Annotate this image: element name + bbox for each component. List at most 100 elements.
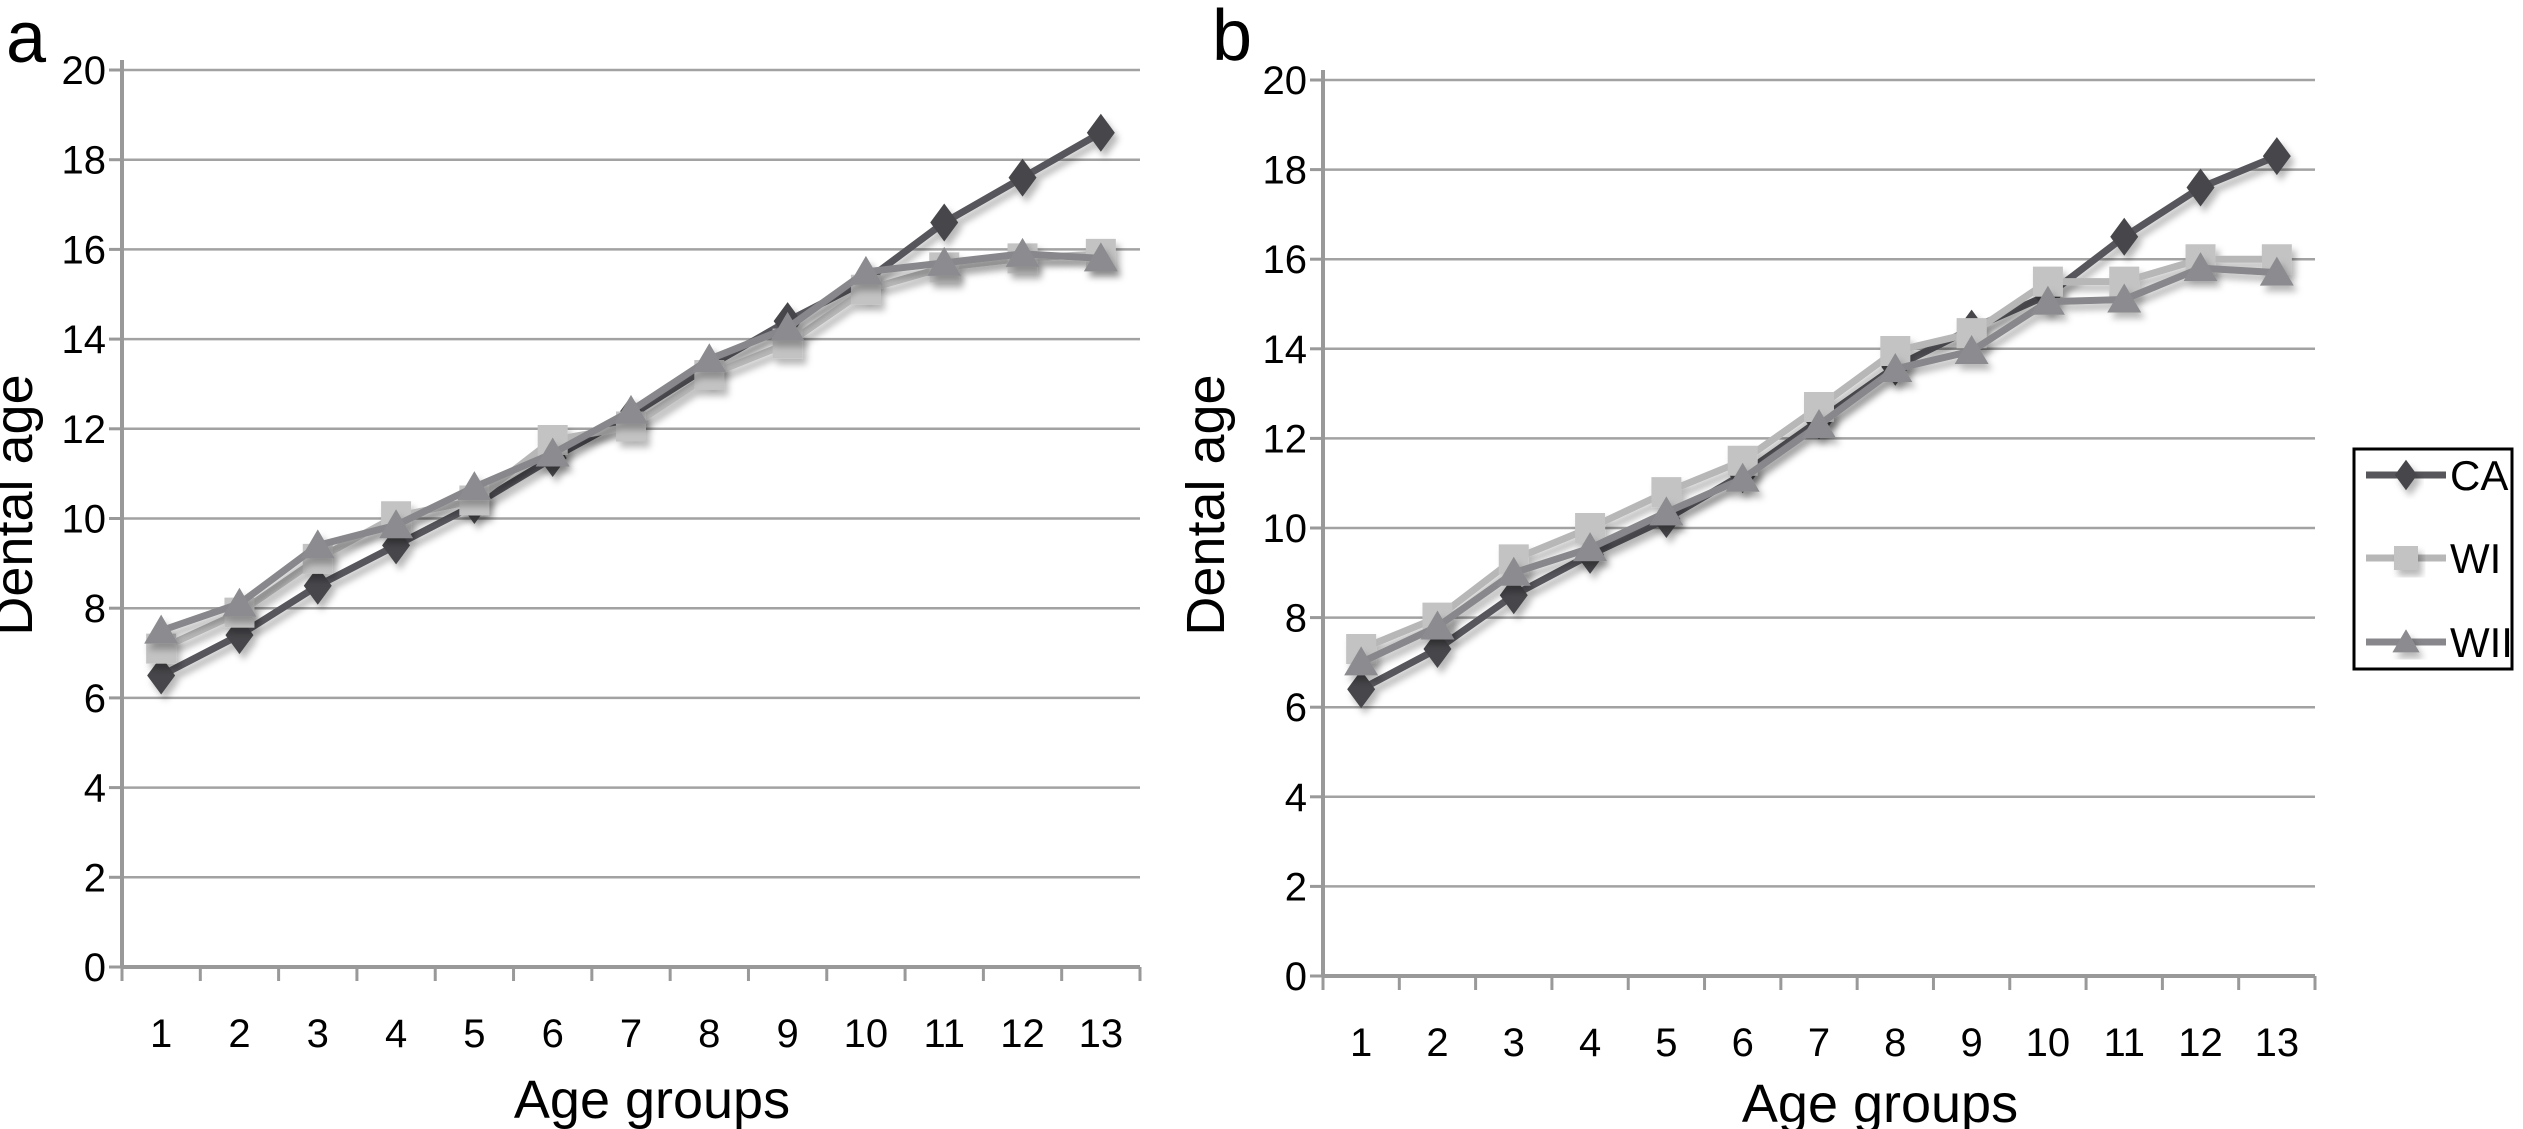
panel-b-y-tick-label-14: 14 bbox=[1263, 328, 1308, 372]
panel-b-series-WII-marker-triangle bbox=[2183, 252, 2218, 282]
panel-a-series-WII-marker-triangle bbox=[222, 587, 257, 617]
panel-a-x-tick-label-10: 10 bbox=[844, 1012, 889, 1056]
panel-a-x-tick-label-1: 1 bbox=[150, 1012, 172, 1056]
panel-b-series-WI-marker-square bbox=[1575, 513, 1606, 543]
panel-b-series-CA-marker-diamond bbox=[2110, 217, 2139, 256]
panel-b-series-WI-marker-square bbox=[1804, 392, 1834, 423]
panel-b-x-tick-label-5: 5 bbox=[1655, 1021, 1677, 1065]
panel-b-series-WII bbox=[1344, 252, 2294, 676]
panel-a-x-tick-label-3: 3 bbox=[307, 1012, 329, 1056]
panel-a-series-WII-marker-triangle bbox=[927, 246, 962, 276]
panel-a-series-WII-marker-triangle bbox=[770, 311, 805, 341]
panel-a-series-CA-marker-diamond bbox=[1008, 158, 1037, 197]
panel-b-x-tick-label-3: 3 bbox=[1503, 1021, 1525, 1065]
panel-b-series-WI bbox=[1346, 244, 2292, 664]
panel-a-y-tick-label-12: 12 bbox=[62, 408, 107, 452]
panel-a-x-tick-label-6: 6 bbox=[542, 1012, 564, 1056]
panel-a-series-WII bbox=[144, 237, 1118, 644]
panel-a-y-tick-label-6: 6 bbox=[84, 677, 106, 721]
panel-a-y-tick-label-8: 8 bbox=[84, 587, 106, 631]
panel-a-series-WII-marker-triangle bbox=[1083, 242, 1118, 272]
panel-b-series-WII-marker-triangle bbox=[1802, 408, 1836, 438]
legend-diamond-icon bbox=[2394, 459, 2418, 491]
panel-b-series-CA-marker-diamond bbox=[1347, 670, 1376, 709]
panel-b-x-tick-label-8: 8 bbox=[1884, 1021, 1906, 1065]
panel-b-series-WI-marker-square bbox=[1880, 336, 1911, 367]
panel-a-series-WII-marker-triangle bbox=[379, 509, 414, 539]
panel-b-series-WII-marker-triangle bbox=[1344, 646, 1379, 676]
legend-square-icon bbox=[2394, 546, 2418, 570]
panel-b-y-tick-label-2: 2 bbox=[1285, 865, 1307, 909]
panel-a-series-WII-marker-triangle bbox=[614, 394, 648, 424]
panel-a-x-tick-label-7: 7 bbox=[620, 1012, 642, 1056]
panel-b-x-tick-label-10: 10 bbox=[2026, 1021, 2071, 1065]
panel-a-series-WII-marker-triangle bbox=[144, 614, 179, 644]
panel-b-x-tick-label-2: 2 bbox=[1426, 1021, 1448, 1065]
panel-b-y-tick-label-18: 18 bbox=[1263, 149, 1308, 193]
panel-b-series-WII-marker-triangle bbox=[1420, 610, 1455, 640]
panel-a-y-tick-label-2: 2 bbox=[84, 856, 106, 900]
panel-b-series-WII-marker-triangle bbox=[1573, 532, 1608, 562]
panel-a-y-tick-label-10: 10 bbox=[62, 498, 107, 542]
legend-item-label: WII bbox=[2450, 619, 2513, 666]
panel-a-series-CA-marker-diamond bbox=[1086, 113, 1115, 152]
panel-a-series-WII-marker-triangle bbox=[457, 471, 492, 501]
panel-b-series-WII-marker-triangle bbox=[1725, 462, 1760, 492]
legend-triangle-icon bbox=[2392, 629, 2420, 653]
panel-b-series-CA-marker-diamond bbox=[2262, 137, 2291, 176]
panel-a-x-tick-label-11: 11 bbox=[923, 1012, 965, 1056]
panel-b-series-WII-marker-triangle bbox=[1878, 352, 1913, 382]
panel-b-y-tick-label-0: 0 bbox=[1285, 955, 1307, 999]
panel-a-x-tick-label-12: 12 bbox=[1000, 1012, 1045, 1056]
panel-a-y-tick-label-4: 4 bbox=[84, 767, 106, 811]
panel-b-series-CA-marker-diamond bbox=[2186, 168, 2215, 207]
panel-b-y-tick-label-4: 4 bbox=[1285, 776, 1307, 820]
panel-b-y-tick-label-16: 16 bbox=[1263, 238, 1308, 282]
panel-a-y-tick-label-18: 18 bbox=[62, 139, 107, 183]
panel-b-y-tick-label-12: 12 bbox=[1263, 417, 1308, 461]
panel-a-x-tick-label-4: 4 bbox=[385, 1012, 407, 1056]
panel-b-letter: b bbox=[1212, 0, 1252, 76]
panel-b-x-tick-label-9: 9 bbox=[1960, 1021, 1982, 1065]
legend-item-WI: WI bbox=[2366, 535, 2501, 582]
legend-item-CA: CA bbox=[2366, 452, 2508, 499]
panel-b-x-axis-title: Age groups bbox=[1742, 1074, 2018, 1129]
panel-b-y-tick-label-10: 10 bbox=[1263, 507, 1308, 551]
panel-a-series-WII-line bbox=[157, 250, 1105, 635]
panel-b-series-WII-marker-triangle bbox=[1649, 496, 1684, 526]
legend: CA WI WII bbox=[2352, 447, 2514, 671]
panel-a-x-tick-label-13: 13 bbox=[1079, 1012, 1124, 1056]
panel-b-y-tick-label-20: 20 bbox=[1263, 59, 1308, 103]
panel-a-x-tick-label-5: 5 bbox=[463, 1012, 485, 1056]
panel-a-series-WII-marker-triangle bbox=[692, 343, 727, 373]
panel-b-series-WI-marker-square bbox=[2032, 266, 2063, 297]
panel-a-series-CA-marker-diamond bbox=[147, 656, 176, 695]
panel-b-x-tick-label-1: 1 bbox=[1350, 1021, 1372, 1065]
panel-a-x-tick-label-2: 2 bbox=[228, 1012, 250, 1056]
panel-a-y-axis-title: Dental age bbox=[0, 374, 44, 635]
panel-b-x-tick-label-6: 6 bbox=[1732, 1021, 1754, 1065]
panel-b-series-WI-marker-square bbox=[2109, 266, 2140, 297]
panel-b-x-tick-label-4: 4 bbox=[1579, 1021, 1601, 1065]
panel-b-series-WI-marker-square bbox=[1651, 477, 1682, 508]
legend-item-WII: WII bbox=[2366, 619, 2513, 666]
panel-b-series-WII-marker-triangle bbox=[2259, 256, 2294, 286]
panel-b-x-tick-label-12: 12 bbox=[2178, 1021, 2223, 1065]
panel-a-series-CA-marker-diamond bbox=[930, 203, 959, 242]
panel-a-x-tick-label-8: 8 bbox=[698, 1012, 720, 1056]
legend-item-label: CA bbox=[2450, 452, 2508, 499]
panel-b-series-WII-marker-triangle bbox=[1496, 556, 1531, 586]
panel-a-series-WII-marker-triangle bbox=[848, 255, 883, 285]
panel-a-y-tick-label-0: 0 bbox=[84, 946, 106, 990]
panel-a-series-WII-marker-triangle bbox=[300, 529, 335, 559]
panel-a-series-CA-marker-diamond bbox=[303, 566, 332, 605]
panel-a-y-tick-label-20: 20 bbox=[62, 49, 107, 93]
panel-b-series-WI-line bbox=[1357, 255, 2281, 653]
panel-b-y-tick-label-8: 8 bbox=[1285, 597, 1307, 641]
panel-b-series-WI-marker-square bbox=[1727, 445, 1758, 476]
panel-a-y-tick-label-14: 14 bbox=[62, 318, 107, 362]
panel-b-series-WII-marker-triangle bbox=[1954, 335, 1989, 365]
